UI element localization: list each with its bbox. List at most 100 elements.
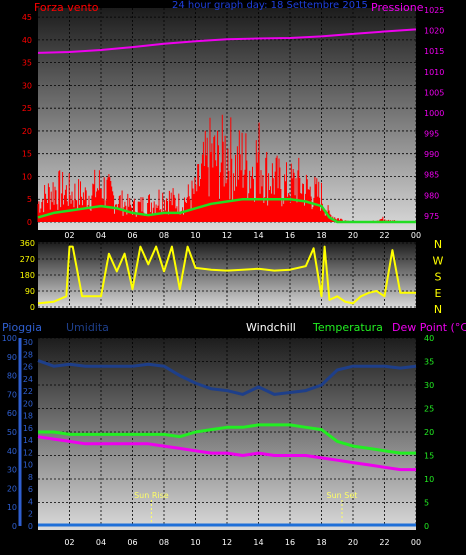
rain-tick-label: 40	[7, 447, 17, 456]
pressure-tick-label: 1025	[424, 6, 444, 15]
temperature-series	[38, 423, 416, 455]
humidity-tick-label: 18	[23, 412, 33, 421]
rain-tick-label: 20	[7, 484, 17, 493]
pressure-tick-label: 995	[424, 130, 439, 139]
rain-tick-label: 60	[7, 409, 17, 418]
humidity-tick-label: 8	[28, 473, 33, 482]
temperature-tick-label: 35	[424, 358, 434, 367]
wind-tick-label: 45	[22, 13, 32, 22]
wind-tick-label: 25	[22, 104, 32, 113]
temperature-label: Temperatura	[312, 321, 383, 334]
x-tick-label: 16	[285, 538, 295, 547]
wind-tick-label: 0	[27, 218, 32, 227]
humidity-label: Umidita	[66, 321, 109, 334]
x-tick-label: 10	[190, 231, 200, 240]
pressure-axis-label: Pressione	[371, 1, 424, 14]
humidity-tick-label: 0	[28, 522, 33, 531]
pressure-tick-label: 980	[424, 191, 439, 200]
humidity-tick-label: 12	[23, 448, 33, 457]
pressure-tick-label: 990	[424, 150, 439, 159]
wind-tick-label: 35	[22, 59, 32, 68]
x-tick-label: 20	[348, 538, 358, 547]
rain-tick-label: 70	[7, 390, 17, 399]
humidity-tick-label: 20	[23, 399, 33, 408]
x-tick-label: 08	[159, 231, 169, 240]
pressure-tick-label: 1010	[424, 68, 444, 77]
x-tick-label: 18	[316, 538, 326, 547]
x-tick-label: 22	[379, 538, 389, 547]
compass-label: S	[435, 271, 442, 284]
dewpoint-label: Dew Point (°C)	[392, 321, 466, 334]
temperature-tick-label: 15	[424, 452, 434, 461]
x-tick-label: 18	[316, 231, 326, 240]
compass-label: E	[435, 287, 442, 300]
humidity-tick-label: 6	[28, 485, 33, 494]
x-tick-label: 16	[285, 231, 295, 240]
chart-marks	[37, 28, 417, 527]
humidity-tick-label: 16	[23, 424, 33, 433]
x-tick-label: 02	[64, 538, 74, 547]
pressure-tick-label: 1020	[424, 27, 444, 36]
x-tick-label: 08	[159, 538, 169, 547]
rain-tick-label: 80	[7, 372, 17, 381]
humidity-tick-label: 14	[23, 436, 33, 445]
rain-tick-label: 0	[12, 522, 17, 531]
humidity-series	[37, 359, 417, 396]
direction-series	[37, 245, 416, 305]
x-tick-label: 14	[253, 231, 263, 240]
humidity-tick-label: 4	[28, 497, 33, 506]
axis-labels: 0510152025303540459759809859909951000100…	[2, 6, 445, 547]
pressure-tick-label: 975	[424, 212, 439, 221]
compass-label: W	[433, 254, 444, 267]
direction-tick-label: 270	[20, 255, 35, 264]
temperature-tick-label: 25	[424, 405, 434, 414]
x-tick-label: 20	[348, 231, 358, 240]
wind-tick-label: 20	[22, 127, 32, 136]
temperature-tick-label: 30	[424, 381, 434, 390]
wind-tick-label: 5	[27, 195, 32, 204]
rain-tick-label: 30	[7, 466, 17, 475]
direction-tick-label: 180	[20, 271, 35, 280]
wind-tick-label: 10	[22, 172, 32, 181]
pressure-tick-label: 1005	[424, 88, 444, 97]
x-tick-label: 00	[411, 231, 421, 240]
pressure-tick-label: 1000	[424, 109, 444, 118]
rain-tick-label: 90	[7, 353, 17, 362]
x-tick-label: 06	[127, 538, 137, 547]
direction-tick-label: 90	[25, 287, 35, 296]
humidity-tick-label: 28	[23, 350, 33, 359]
x-tick-label: 04	[96, 231, 106, 240]
x-tick-label: 10	[190, 538, 200, 547]
sun-rise-marker-label: Sun Rise	[134, 491, 169, 500]
rain-tick-label: 50	[7, 428, 17, 437]
rain-tick-label: 100	[2, 334, 17, 343]
compass-label: N	[434, 303, 442, 316]
humidity-tick-label: 24	[23, 375, 33, 384]
humidity-tick-label: 30	[23, 338, 33, 347]
x-tick-label: 00	[411, 538, 421, 547]
temperature-tick-label: 40	[424, 334, 434, 343]
x-tick-label: 12	[222, 538, 232, 547]
x-tick-label: 12	[222, 231, 232, 240]
wind-avg-series	[37, 197, 416, 224]
dewpoint-series	[37, 435, 416, 472]
direction-tick-label: 360	[20, 239, 35, 248]
wind-tick-label: 40	[22, 36, 32, 45]
wind-tick-label: 30	[22, 81, 32, 90]
x-tick-label: 22	[379, 231, 389, 240]
x-tick-label: 02	[64, 231, 74, 240]
humidity-tick-label: 2	[28, 510, 33, 519]
windchill-label: Windchill	[246, 321, 296, 334]
compass-label: N	[434, 238, 442, 251]
pressure-series	[37, 28, 417, 54]
wind-tick-label: 15	[22, 150, 32, 159]
wind-axis-label: Forza vento	[34, 1, 99, 14]
rain-label: Pioggia	[2, 321, 42, 334]
pressure-tick-label: 1015	[424, 47, 444, 56]
humidity-tick-label: 26	[23, 363, 33, 372]
temperature-tick-label: 5	[424, 499, 429, 508]
temperature-tick-label: 10	[424, 475, 434, 484]
chart-title: 24 hour graph day: 18 Settembre 2015	[172, 0, 368, 11]
pressure-tick-label: 985	[424, 171, 439, 180]
